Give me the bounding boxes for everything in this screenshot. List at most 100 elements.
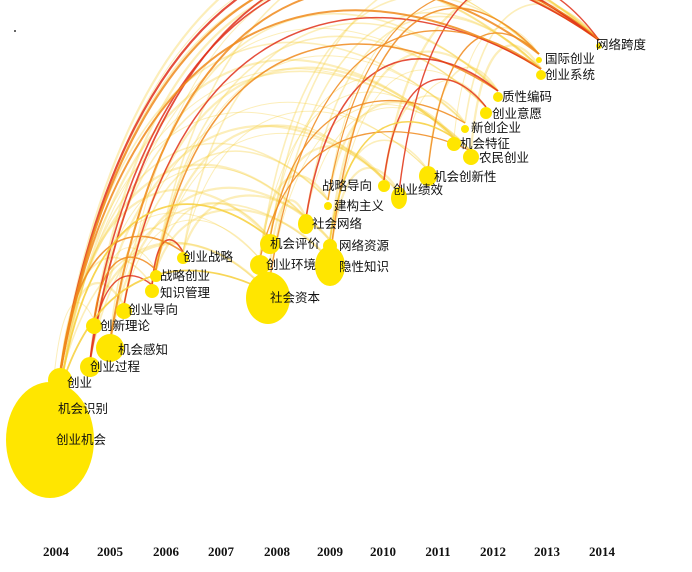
arc-strong [109,0,540,343]
arc-faint [182,22,499,253]
keyword-node-25 [536,70,546,80]
arc-faint [108,186,331,343]
arc-faint [150,124,385,286]
keyword-node-8 [150,270,162,282]
keyword-node-14 [323,239,337,253]
keyword-node-10 [246,272,290,324]
keyword-label-6: 创业导向 [128,302,178,317]
keyword-node-20 [463,149,479,165]
arc-faint [259,91,455,260]
arc-faint [88,125,400,362]
keyword-label-16: 建构主义 [334,198,385,213]
arc-faint [268,145,385,239]
keyword-label-4: 机会感知 [118,342,168,357]
keyword-label-27: 网络跨度 [596,37,647,52]
keyword-label-24: 质性编码 [502,89,552,104]
keyword-label-23: 创业意愿 [492,106,542,121]
arc-faint [329,69,487,261]
year-label-2007: 2007 [208,544,235,559]
keyword-label-3: 创业过程 [90,359,141,374]
keyword-label-2: 创业 [67,375,92,390]
arc-faint [382,0,600,181]
year-label-2011: 2011 [425,544,450,559]
arc-faint [89,203,331,362]
arc-strong [269,100,466,239]
keyword-label-25: 创业系统 [545,67,595,82]
year-axis: 2004 2005 2006 2007 2008 2009 2010 2011 2012 2013… [43,544,616,559]
arc-strong [427,32,540,171]
arc-faint [269,0,600,239]
keyword-node-12 [260,234,280,254]
arc-faint [151,0,600,286]
keyword-labels: 创业机会机会识别创业创业过程机会感知创新理论创业导向知识管理战略创业创业战略社会… [56,37,647,447]
arc-strong [58,0,600,375]
keyword-label-22: 新创企业 [471,120,521,135]
arc-strong [327,0,600,201]
keyword-label-13: 隐性知识 [339,259,389,274]
keyword-label-17: 战略导向 [322,178,372,193]
arc-faint [155,35,487,271]
arc-strong [305,58,499,219]
arc-faint [266,199,308,293]
year-label-2006: 2006 [153,544,180,559]
keyword-node-1 [50,402,66,418]
keyword-node-16 [324,202,332,210]
keyword-label-20: 农民创业 [479,150,529,165]
arc-strong [57,203,271,405]
keyword-node-26 [536,57,542,63]
keyword-node-7 [145,284,159,298]
arc-strong [329,120,455,241]
arc-strong [59,9,542,375]
year-label-2013: 2013 [534,544,561,559]
year-label-2012: 2012 [480,544,506,559]
arc-faint [92,0,542,321]
keyword-node-21 [447,137,461,151]
keyword-label-14: 网络资源 [339,238,390,253]
arc-faint [123,219,261,306]
arc-strong [123,16,542,306]
arc-faint [267,103,472,293]
arc-strong [89,0,600,362]
arc-strong [93,256,157,321]
keyword-label-19: 机会创新性 [434,169,497,184]
arc-faint [469,44,542,152]
arc-faint [326,101,455,201]
arc-faint [151,55,466,286]
keyword-node-15 [298,214,314,234]
arc-strong [58,0,600,375]
keyword-node-4 [96,334,124,362]
keyword-node-27 [596,43,602,49]
arc-faint [92,242,269,321]
keyword-node-0 [6,382,94,498]
keyword-label-1: 机会识别 [58,401,108,416]
keyword-node-22 [461,125,469,133]
arc-faint [56,58,455,405]
year-label-2004: 2004 [43,544,70,559]
keyword-node-18 [391,187,407,209]
keyword-label-8: 战略创业 [160,268,210,283]
arc-faint [267,11,542,293]
year-label-2005: 2005 [97,544,124,559]
keyword-node-3 [80,357,100,377]
keyword-node-11 [250,255,270,275]
keyword-label-10: 社会资本 [270,290,321,305]
keyword-label-15: 社会网络 [312,216,363,231]
keyword-node-5 [86,318,102,334]
keyword-node-17 [378,180,390,192]
keyword-node-13 [315,246,345,286]
keyword-node-2 [48,368,72,392]
arc-strong [329,7,540,261]
arc-faint [305,15,542,219]
keyword-label-7: 知识管理 [160,285,211,300]
arc-strong [93,0,600,321]
arc-faint [269,76,466,239]
arc-faint [59,256,153,375]
keyword-node-24 [493,92,503,102]
keyword-label-21: 机会特征 [460,136,511,151]
arc-strong [383,78,487,181]
year-label-2010: 2010 [370,544,396,559]
arc-faint [155,132,400,271]
keyword-label-26: 国际创业 [545,51,595,66]
keyword-label-18: 创业绩效 [393,182,444,197]
